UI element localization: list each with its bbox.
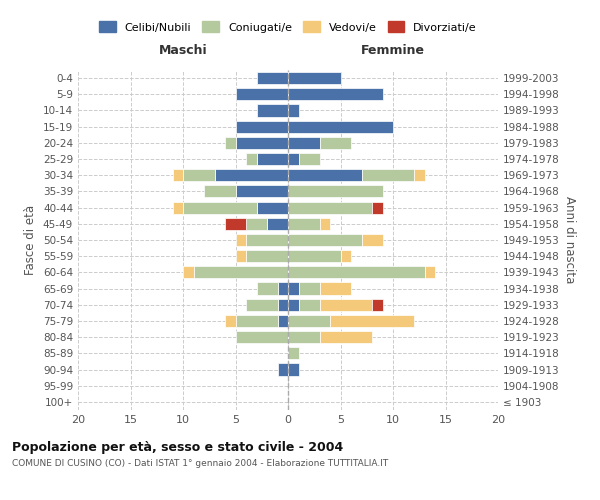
Bar [225,315,235,327]
Bar [193,266,288,278]
Bar [246,218,267,230]
Bar [225,137,235,149]
Bar [288,315,330,327]
Bar [320,137,351,149]
Bar [277,282,288,294]
Bar [235,186,288,198]
Bar [320,331,372,343]
Text: COMUNE DI CUSINO (CO) - Dati ISTAT 1° gennaio 2004 - Elaborazione TUTTITALIA.IT: COMUNE DI CUSINO (CO) - Dati ISTAT 1° ge… [12,460,388,468]
Bar [215,169,288,181]
Bar [372,298,383,311]
Bar [330,315,414,327]
Bar [246,153,257,165]
Bar [235,88,288,101]
Bar [246,250,288,262]
Bar [267,218,288,230]
Bar [277,298,288,311]
Bar [288,282,299,294]
Bar [257,202,288,213]
Bar [246,298,277,311]
Bar [288,234,361,246]
Y-axis label: Fasce di età: Fasce di età [25,205,37,275]
Bar [361,169,414,181]
Text: Maschi: Maschi [158,44,208,58]
Bar [288,153,299,165]
Bar [414,169,425,181]
Bar [361,234,383,246]
Bar [288,88,383,101]
Bar [235,331,288,343]
Bar [183,266,193,278]
Bar [320,298,372,311]
Bar [288,348,299,360]
Bar [257,282,277,294]
Y-axis label: Anni di nascita: Anni di nascita [563,196,576,284]
Text: Popolazione per età, sesso e stato civile - 2004: Popolazione per età, sesso e stato civil… [12,441,343,454]
Bar [183,202,257,213]
Bar [173,169,183,181]
Bar [288,186,383,198]
Bar [425,266,435,278]
Bar [288,72,341,84]
Bar [288,250,341,262]
Legend: Celibi/Nubili, Coniugati/e, Vedovi/e, Divorziati/e: Celibi/Nubili, Coniugati/e, Vedovi/e, Di… [96,18,480,36]
Text: Femmine: Femmine [361,44,425,58]
Bar [173,202,183,213]
Bar [320,218,330,230]
Bar [299,153,320,165]
Bar [288,104,299,117]
Bar [204,186,235,198]
Bar [257,153,288,165]
Bar [341,250,351,262]
Bar [246,234,288,246]
Bar [288,218,320,230]
Bar [299,298,320,311]
Bar [372,202,383,213]
Bar [235,137,288,149]
Bar [257,104,288,117]
Bar [235,250,246,262]
Bar [225,218,246,230]
Bar [183,169,215,181]
Bar [235,120,288,132]
Bar [288,364,299,376]
Bar [299,282,320,294]
Bar [288,202,372,213]
Bar [257,72,288,84]
Bar [288,266,425,278]
Bar [277,315,288,327]
Bar [288,137,320,149]
Bar [288,120,393,132]
Bar [288,169,361,181]
Bar [277,364,288,376]
Bar [288,298,299,311]
Bar [235,234,246,246]
Bar [320,282,351,294]
Bar [288,331,320,343]
Bar [235,315,277,327]
